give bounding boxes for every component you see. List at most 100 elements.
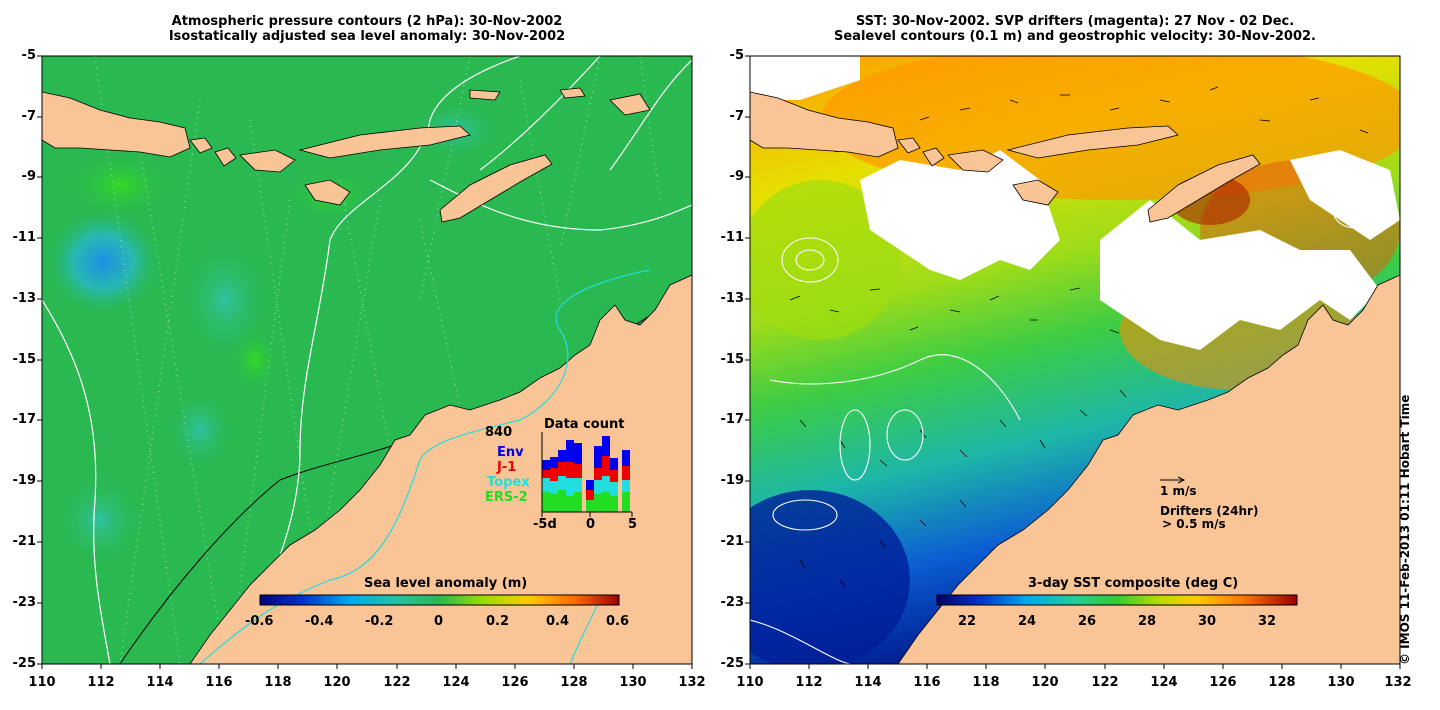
- right-title-line-1: SST: 30-Nov-2002. SVP drifters (magenta)…: [855, 14, 1295, 29]
- legend-env: Env: [497, 445, 524, 460]
- lombok-island: [214, 147, 237, 167]
- bar-topex: [594, 480, 602, 494]
- sla-colorbar-gradient: [259, 594, 620, 606]
- left-title-line-1: Atmospheric pressure contours (2 hPa): 3…: [171, 14, 563, 29]
- left-ytick: -25: [12, 656, 37, 671]
- bar-topex: [610, 482, 618, 496]
- sst-colorbar: 3-day SST composite (deg C) 22 24 26 28 …: [936, 576, 1298, 629]
- bar-ers2: [574, 492, 582, 512]
- left-xtick: 120: [323, 675, 351, 690]
- sumbawa-island: [239, 149, 296, 173]
- small-island: [609, 93, 651, 116]
- bar-topex: [566, 478, 574, 496]
- right-ytick: -9: [729, 169, 744, 184]
- bar-ers2: [542, 492, 550, 512]
- left-sea-level-map: Data count 840 Env J-1 Topex ERS-2: [42, 56, 692, 664]
- flores-island: [298, 125, 471, 159]
- bar-ers2: [586, 500, 594, 512]
- left-ytick: -7: [21, 109, 36, 124]
- left-xtick: 130: [619, 675, 647, 690]
- bar-topex: [542, 478, 550, 492]
- lombok-island: [922, 147, 945, 167]
- bar-j1: [566, 462, 574, 478]
- bar-env: [558, 450, 566, 462]
- bar-env: [594, 446, 602, 468]
- bar-j1: [542, 470, 550, 478]
- lime-anomaly-spot: [65, 150, 175, 220]
- right-xtick: 132: [1384, 675, 1412, 690]
- sst-colorbar-gradient: [936, 594, 1298, 606]
- left-xtick: 128: [560, 675, 588, 690]
- left-ytick: -9: [21, 169, 36, 184]
- bar-j1: [594, 468, 602, 480]
- land-masses: [42, 87, 692, 664]
- bar-topex: [602, 476, 610, 492]
- bar-j1: [610, 470, 618, 482]
- coastal-contour: [199, 269, 651, 664]
- sst-tick: 30: [1198, 614, 1216, 629]
- timor-island: [439, 154, 553, 223]
- bar-env: [574, 443, 582, 464]
- java-island: [42, 91, 191, 158]
- right-xtick: 116: [913, 675, 941, 690]
- left-xtick: 126: [501, 675, 529, 690]
- right-ytick: -13: [720, 291, 745, 306]
- teal-anomaly-spot: [55, 475, 145, 565]
- right-title-line-2: Sealevel contours (0.1 m) and geostrophi…: [834, 29, 1316, 44]
- left-title-line-2: Isostatically adjusted sea level anomaly…: [168, 29, 566, 44]
- left-xtick: 114: [146, 675, 174, 690]
- bar-env: [622, 450, 630, 466]
- bar-topex: [558, 476, 566, 490]
- bar-env: [542, 460, 550, 470]
- data-count-bars: [542, 436, 630, 512]
- bar-j1: [622, 466, 630, 480]
- sea-level-contours: [750, 191, 1378, 664]
- sla-colorbar: Sea level anomaly (m) -0.6 -0.4 -0.2 0 0…: [245, 576, 629, 629]
- right-ytick: -11: [720, 230, 745, 245]
- inset-xtick: 5: [628, 517, 637, 532]
- bar-ers2: [602, 492, 610, 512]
- bar-ers2: [610, 496, 618, 512]
- right-ytick: -15: [720, 352, 745, 367]
- left-ytick: -17: [12, 412, 37, 427]
- bar-ers2: [558, 490, 566, 512]
- drifters-speed-label: > 0.5 m/s: [1162, 517, 1226, 531]
- lime-anomaly-spot: [230, 325, 280, 395]
- legend-topex: Topex: [487, 475, 530, 490]
- left-ytick: -21: [12, 534, 37, 549]
- bar-j1: [602, 456, 610, 476]
- bali-island: [897, 137, 921, 154]
- right-map-title: SST: 30-Nov-2002. SVP drifters (magenta)…: [750, 14, 1400, 44]
- drifters-label: Drifters (24hr): [1160, 504, 1258, 518]
- left-ytick: -13: [12, 291, 37, 306]
- low-anomaly-spot: [43, 207, 163, 317]
- sumba-island: [304, 179, 351, 206]
- right-xtick: 128: [1268, 675, 1296, 690]
- right-xtick: 122: [1091, 675, 1119, 690]
- right-xtick: 130: [1327, 675, 1355, 690]
- right-ytick: -17: [720, 412, 745, 427]
- land-masses: [750, 91, 1400, 664]
- bar-ers2: [550, 494, 558, 512]
- legend-j1: J-1: [496, 460, 516, 475]
- sst-tick: 24: [1018, 614, 1036, 629]
- bar-j1: [558, 462, 566, 476]
- sla-tick: -0.6: [245, 614, 273, 629]
- right-xtick: 124: [1150, 675, 1178, 690]
- sla-tick: -0.4: [305, 614, 333, 629]
- sla-tick: -0.2: [365, 614, 393, 629]
- right-xtick: 120: [1031, 675, 1059, 690]
- bar-ers2: [594, 494, 602, 512]
- right-xtick: 110: [736, 675, 764, 690]
- sumbawa-island: [947, 149, 1004, 173]
- small-island: [559, 87, 586, 99]
- legend-ers2: ERS-2: [485, 490, 528, 505]
- left-xtick: 116: [205, 675, 233, 690]
- right-xtick: 114: [854, 675, 882, 690]
- bar-ers2: [622, 492, 630, 512]
- bar-env: [610, 458, 618, 470]
- flores-island: [1006, 125, 1179, 159]
- right-xtick: 112: [795, 675, 823, 690]
- axis-tick-marks: [37, 55, 1401, 669]
